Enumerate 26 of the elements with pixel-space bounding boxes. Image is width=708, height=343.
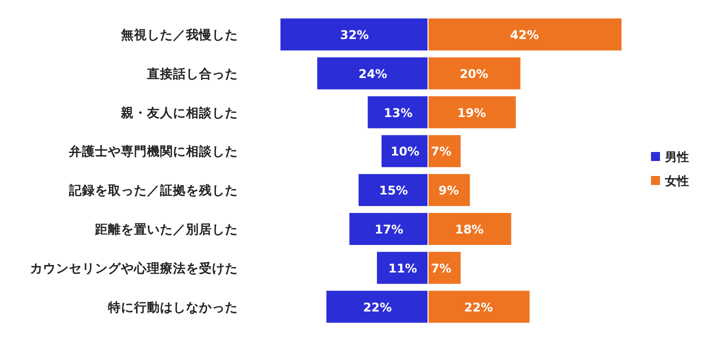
y-tick-label: カウンセリングや心理療法を受けた — [30, 260, 238, 276]
data-label: 22% — [464, 300, 493, 314]
y-tick-label: 弁護士や専門機関に相談した — [68, 144, 238, 159]
data-label: 10% — [390, 144, 420, 159]
data-label: 17% — [374, 222, 404, 236]
y-tick-label: 親・友人に相談した — [120, 104, 238, 120]
data-label: 7% — [431, 261, 452, 276]
data-label: 20% — [460, 66, 488, 81]
data-label: 19% — [457, 106, 486, 120]
data-label: 32% — [340, 28, 369, 42]
data-label: 22% — [363, 300, 392, 314]
data-label: 24% — [358, 66, 388, 81]
data-label: 13% — [384, 106, 412, 120]
y-tick-label: 距離を置いた／別居した — [94, 221, 238, 236]
y-tick-label: 記録を取った／証拠を残した — [68, 182, 238, 198]
y-tick-label: 特に行動はしなかった — [107, 299, 238, 314]
data-label: 15% — [379, 184, 408, 198]
legend-label: 男性 — [664, 150, 689, 164]
y-tick-label: 無視した／我慢した — [120, 26, 238, 42]
data-label: 7% — [431, 144, 452, 159]
data-label: 11% — [388, 261, 418, 276]
data-label: 18% — [454, 222, 484, 236]
data-label: 9% — [438, 184, 459, 198]
y-tick-label: 直接話し合った — [146, 66, 238, 81]
data-label: 42% — [510, 28, 539, 42]
legend-label: 女性 — [664, 174, 689, 188]
